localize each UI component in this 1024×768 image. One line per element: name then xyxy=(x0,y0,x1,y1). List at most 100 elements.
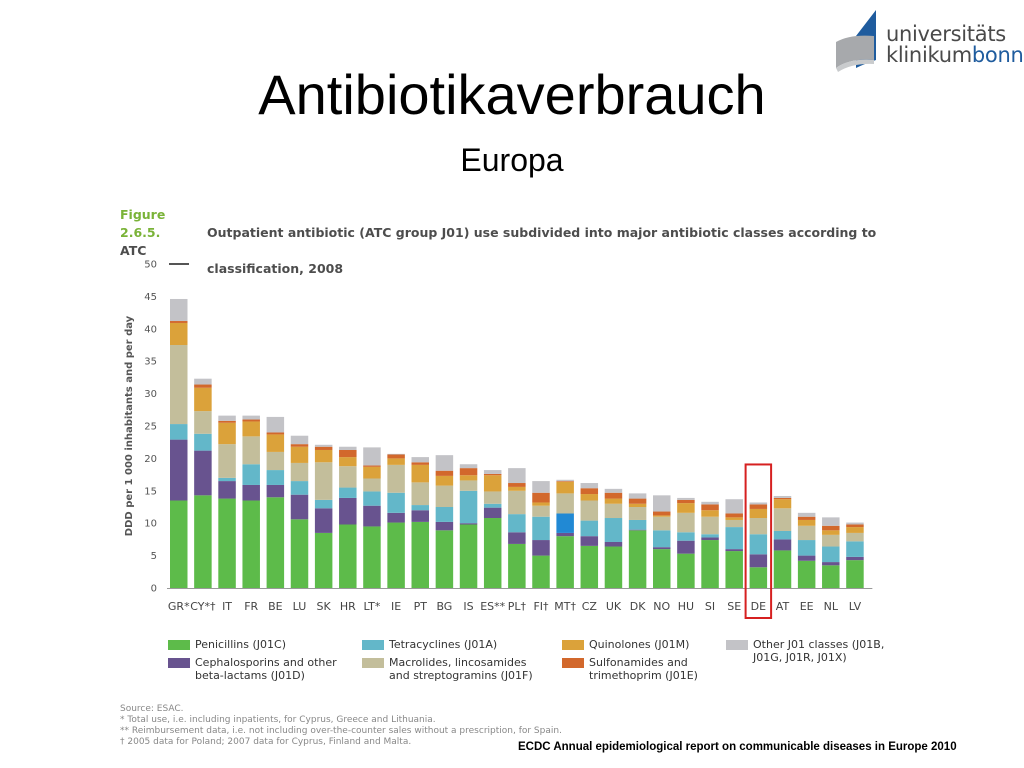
bar-segment-quinolones xyxy=(483,475,502,492)
bar-segment-macrolides xyxy=(411,482,429,506)
y-tick-label: 15 xyxy=(144,486,157,497)
bar-segment-tetracyclines xyxy=(194,433,212,451)
bar-segment-penicillins xyxy=(701,540,719,588)
bar-segment-penicillins xyxy=(339,524,357,588)
bar-segment-cephalosporins xyxy=(532,540,550,556)
bar-segment-tetracyclines xyxy=(266,470,285,485)
bar-segment-sulfonamides xyxy=(339,449,357,458)
x-tick-label: NO xyxy=(653,600,670,613)
x-tick-label: IE xyxy=(391,600,401,613)
bar-segment-other xyxy=(846,522,864,525)
bar-segment-tetracyclines xyxy=(459,490,478,524)
bar-segment-tetracyclines xyxy=(363,491,381,506)
figure-number: Figure 2.6.5. xyxy=(120,207,166,240)
bar-segment-cephalosporins xyxy=(773,539,792,551)
bar-segment-cephalosporins xyxy=(580,536,599,546)
bar-segment-sulfonamides xyxy=(556,481,574,482)
bar-segment-other xyxy=(435,455,454,471)
bar-segment-tetracyclines xyxy=(749,534,768,555)
bar-segment-other xyxy=(677,497,695,500)
bar-segment-penicillins xyxy=(677,553,695,588)
bar-segment-tetracyclines xyxy=(701,534,719,538)
x-tick-label: MT† xyxy=(554,600,576,613)
x-tick-label: PL† xyxy=(508,600,527,613)
legend-label-other: Other J01 classes (J01B, J01G, J01R, J01… xyxy=(753,638,885,664)
figure-caption: Figure 2.6.5. Outpatient antibiotic (ATC … xyxy=(120,206,880,278)
bar-segment-quinolones xyxy=(604,498,623,504)
bar-segment-tetracyclines xyxy=(822,546,840,563)
legend-label-macrolides: Macrolides, lincosamides and streptogram… xyxy=(389,656,533,682)
bar-segment-sulfonamides xyxy=(628,498,647,504)
bar-segment-quinolones xyxy=(822,530,840,535)
bar-segment-tetracyclines xyxy=(314,499,333,509)
bar-segment-quinolones xyxy=(653,515,671,517)
bar-segment-quinolones xyxy=(628,503,647,507)
y-tick-label: 25 xyxy=(144,422,157,433)
logo-text: universitäts klinikumbonn xyxy=(886,24,1024,66)
bar-segment-sulfonamides xyxy=(797,516,816,520)
x-tick-label: BG xyxy=(436,600,452,613)
bar-segment-tetracyclines xyxy=(628,519,647,530)
bar-segment-cephalosporins xyxy=(797,555,816,561)
bar-segment-penicillins xyxy=(194,495,212,588)
bar-segment-cephalosporins xyxy=(653,547,671,550)
y-axis-label: DDD per 1 000 inhabitants and per day xyxy=(124,315,135,536)
bar-segment-other xyxy=(556,479,574,482)
note-line: Source: ESAC. xyxy=(120,704,184,714)
bar-segment-other xyxy=(170,298,188,322)
legend-swatch-quinolones xyxy=(562,640,584,650)
bar-segment-penicillins xyxy=(822,565,840,588)
bar-segment-penicillins xyxy=(459,524,478,588)
legend-swatch-sulfonamides xyxy=(562,658,584,668)
bar-segment-macrolides xyxy=(749,518,768,535)
bar-segment-quinolones xyxy=(218,422,236,445)
bar-segment-other xyxy=(266,416,285,433)
x-tick-label: BE xyxy=(268,600,283,613)
legend-swatch-cephalosporins xyxy=(168,658,190,668)
x-tick-label: LV xyxy=(849,600,862,613)
bar-segment-tetracyclines xyxy=(170,424,188,440)
stacked-bar-chart: DDD per 1 000 inhabitants and per day 0 5 1… xyxy=(124,260,873,619)
bar-segment-quinolones xyxy=(701,510,719,517)
bar-segment-sulfonamides xyxy=(218,420,236,423)
bar-segment-quinolones xyxy=(532,502,550,506)
bar-segment-other xyxy=(532,481,550,493)
bar-segment-tetracyclines xyxy=(339,487,357,498)
bar-segment-tetracyclines xyxy=(242,464,260,485)
bar-segment-cephalosporins xyxy=(218,481,236,499)
legend-label-sulfonamides: Sulfonamides and trimethoprim (J01E) xyxy=(589,656,698,682)
bar-segment-sulfonamides xyxy=(725,513,743,518)
bar-segment-penicillins xyxy=(508,543,526,588)
legend-swatch-macrolides xyxy=(362,658,384,668)
x-tick-label: IT xyxy=(222,600,232,613)
bar-segment-penicillins xyxy=(363,526,381,588)
bar-segment-penicillins xyxy=(170,500,188,588)
bar-segment-other xyxy=(725,499,743,514)
x-tick-label: HR xyxy=(340,600,356,613)
bar-segment-sulfonamides xyxy=(290,444,309,447)
bar-segment-other xyxy=(242,415,260,420)
bar-segment-macrolides xyxy=(194,411,212,434)
bar-segment-cephalosporins xyxy=(290,494,309,520)
y-tick-label: 5 xyxy=(151,551,157,562)
bar-segment-quinolones xyxy=(435,475,454,486)
bar-segment-sulfonamides xyxy=(387,454,405,459)
bar-segment-tetracyclines xyxy=(677,532,695,541)
bar-segment-cephalosporins xyxy=(411,510,429,522)
bar-segment-penicillins xyxy=(483,518,502,588)
x-tick-label: LT* xyxy=(364,600,381,613)
bar-segment-penicillins xyxy=(532,555,550,588)
bar-segment-macrolides xyxy=(290,462,309,482)
bar-segment-tetracyclines xyxy=(483,503,502,508)
bar-segment-tetracyclines xyxy=(218,477,236,482)
bar-segment-sulfonamides xyxy=(604,492,623,499)
bar-segment-penicillins xyxy=(218,498,236,588)
x-tick-label: GR* xyxy=(168,600,190,613)
bar-segment-sulfonamides xyxy=(846,524,864,528)
bar-segment-cephalosporins xyxy=(363,505,381,527)
bar-segment-cephalosporins xyxy=(725,549,743,552)
bar-segment-quinolones xyxy=(773,499,792,509)
logo-line-2: klinikumbonn xyxy=(886,45,1024,66)
bar-segment-cephalosporins xyxy=(387,512,405,523)
bar-segment-macrolides xyxy=(846,532,864,542)
